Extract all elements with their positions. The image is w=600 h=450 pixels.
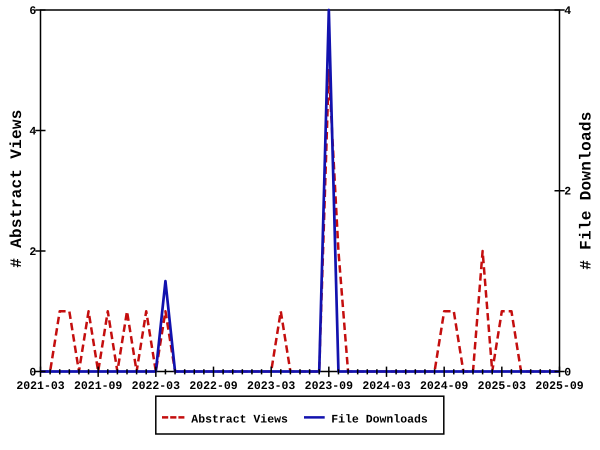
- svg-text:2022-03: 2022-03: [132, 380, 180, 393]
- svg-text:2024-03: 2024-03: [362, 380, 410, 393]
- svg-text:2025-09: 2025-09: [535, 380, 583, 393]
- svg-text:4: 4: [29, 125, 36, 138]
- svg-text:0: 0: [29, 366, 36, 379]
- svg-text:Abstract Views: Abstract Views: [191, 414, 288, 427]
- svg-text:2023-09: 2023-09: [305, 380, 353, 393]
- svg-text:2023-03: 2023-03: [247, 380, 295, 393]
- svg-text:2021-03: 2021-03: [16, 380, 64, 393]
- svg-text:2: 2: [564, 186, 571, 199]
- svg-text:6: 6: [29, 5, 36, 18]
- svg-text:# File Downloads: # File Downloads: [578, 111, 596, 269]
- svg-text:# Abstract Views: # Abstract Views: [8, 109, 26, 267]
- svg-text:2021-09: 2021-09: [74, 380, 122, 393]
- svg-text:0: 0: [564, 366, 571, 379]
- svg-text:2025-03: 2025-03: [478, 380, 526, 393]
- svg-text:4: 4: [564, 5, 571, 18]
- svg-text:2024-09: 2024-09: [420, 380, 468, 393]
- svg-text:2022-09: 2022-09: [189, 380, 237, 393]
- svg-text:2: 2: [29, 246, 36, 259]
- svg-text:File Downloads: File Downloads: [331, 414, 428, 427]
